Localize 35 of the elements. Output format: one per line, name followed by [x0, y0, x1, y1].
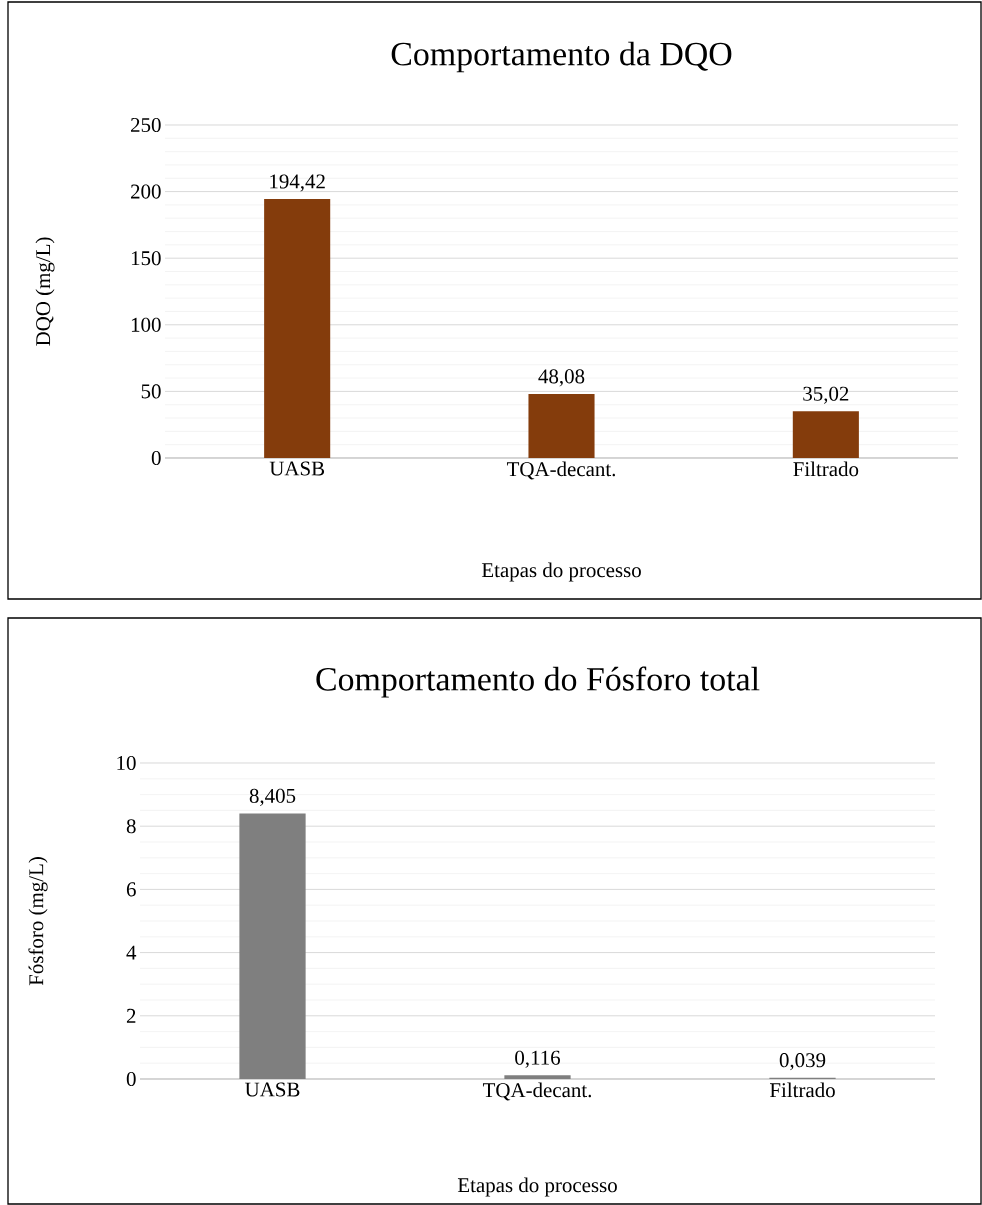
x-tick-label: TQA-decant.: [482, 1082, 592, 1101]
y-tick-label: 10: [117, 755, 136, 771]
bar: [239, 813, 306, 1079]
y-tick-label: 50: [141, 384, 161, 399]
x-axis-title: Etapas do processo: [481, 562, 641, 582]
x-tick-label: Filtrado: [769, 1082, 835, 1098]
y-tick-label: 4: [126, 945, 137, 960]
y-tick-label: 200: [131, 184, 161, 199]
y-axis-title: DQO (mg/L): [35, 237, 55, 346]
bar: [792, 411, 859, 458]
y-axis-title: Fósforo (mg/L): [28, 857, 48, 986]
y-tick-label: 0: [151, 450, 161, 466]
y-tick-label: 0: [126, 1071, 136, 1087]
x-axis-title: Etapas do processo: [457, 1177, 617, 1197]
bar: [504, 1075, 571, 1079]
bar: [264, 199, 331, 458]
chart-title: Comportamento do Fósforo total: [316, 666, 760, 698]
x-tick-label: TQA-decant.: [506, 461, 616, 480]
data-label: 8,405: [249, 788, 296, 806]
data-label: 0,116: [515, 1050, 561, 1068]
y-tick-label: 6: [126, 882, 136, 897]
bar: [528, 393, 595, 458]
y-tick-label: 100: [131, 317, 161, 332]
y-tick-label: 8: [126, 819, 136, 834]
y-tick-label: 2: [126, 1008, 136, 1023]
x-tick-label: UASB: [245, 1082, 300, 1097]
x-tick-label: Filtrado: [793, 461, 859, 477]
y-tick-label: 250: [131, 117, 161, 133]
data-label: 48,08: [538, 369, 585, 387]
x-tick-label: UASB: [269, 461, 325, 476]
chart-title: Comportamento da DQO: [391, 41, 732, 73]
y-tick-label: 150: [131, 251, 161, 266]
data-label: 194,42: [270, 174, 325, 192]
data-label: 35,02: [803, 386, 849, 404]
data-label: 0,039: [779, 1053, 826, 1071]
